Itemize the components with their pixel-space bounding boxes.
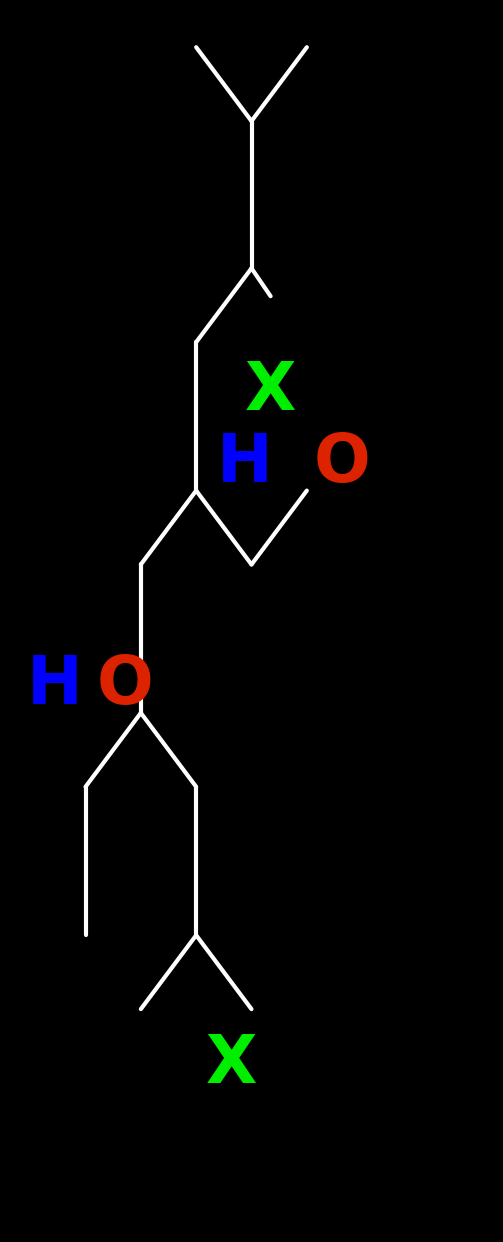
Text: X: X xyxy=(245,358,296,424)
Text: H: H xyxy=(217,430,273,496)
Text: O: O xyxy=(97,652,153,718)
Text: H: H xyxy=(27,652,82,718)
Text: O: O xyxy=(314,430,370,496)
Text: X: X xyxy=(206,1031,257,1098)
